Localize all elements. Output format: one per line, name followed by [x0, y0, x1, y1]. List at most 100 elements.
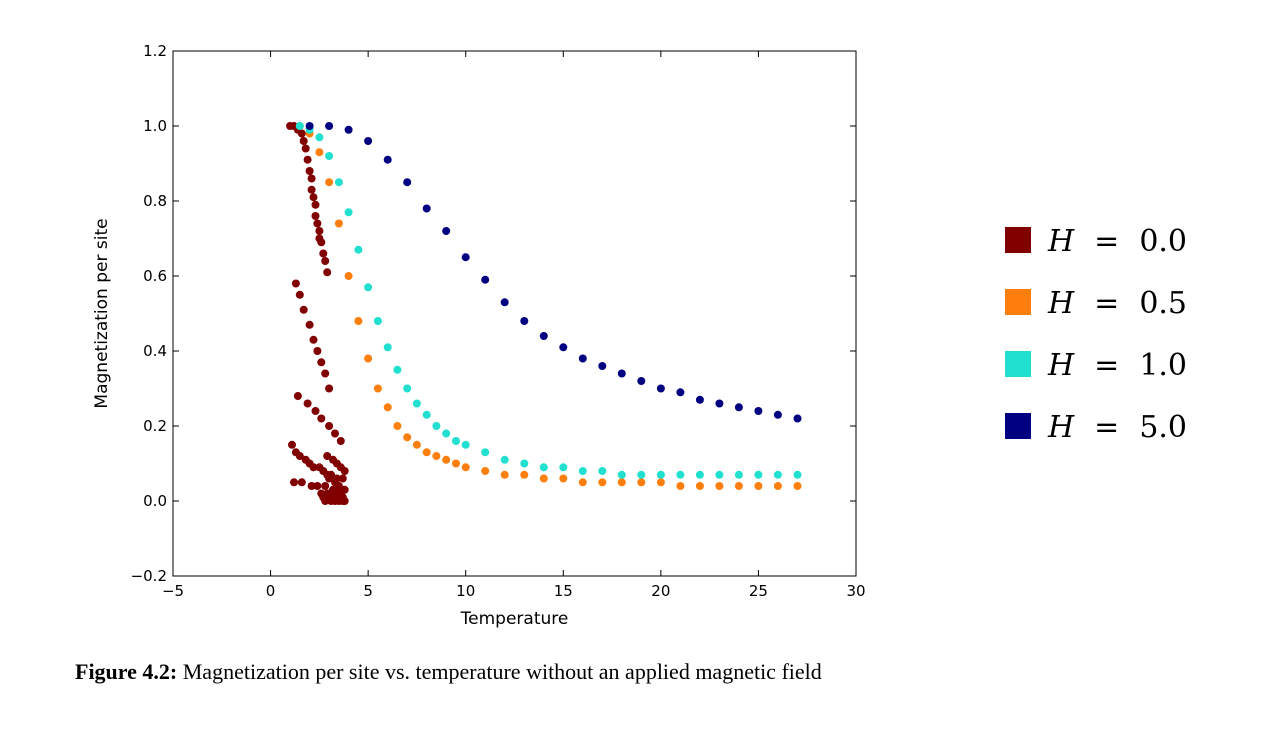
data-point-2-3 [325, 152, 334, 160]
data-point-3-0 [305, 122, 314, 130]
data-point-2-5 [344, 208, 353, 217]
data-point-1-31 [734, 482, 743, 490]
data-point-2-22 [559, 463, 568, 472]
legend-swatch [1005, 227, 1031, 253]
data-point-3-7 [442, 227, 451, 235]
data-point-2-15 [442, 429, 451, 438]
x-axis-ticks: −5 0 5 10 15 20 25 30 [162, 51, 866, 600]
data-point-1-27 [656, 478, 665, 487]
legend-swatch [1005, 289, 1031, 315]
y-tick-label: 1.0 [143, 117, 167, 135]
data-point-0-72 [338, 497, 347, 505]
data-point-1-3 [325, 178, 334, 187]
data-point-0-34 [331, 429, 339, 438]
data-point-0-73 [323, 452, 332, 460]
data-point-0-52 [321, 482, 330, 490]
data-point-2-6 [354, 245, 363, 254]
x-tick-label: 30 [846, 582, 865, 600]
data-point-2-17 [461, 440, 470, 449]
data-point-0-38 [295, 452, 304, 460]
data-point-3-19 [676, 388, 685, 397]
data-point-3-14 [578, 354, 587, 363]
data-point-1-13 [422, 448, 431, 457]
data-point-2-12 [412, 399, 421, 408]
data-point-0-48 [290, 478, 298, 487]
data-point-0-36 [288, 440, 296, 449]
data-point-3-5 [403, 178, 412, 187]
data-point-2-31 [734, 470, 743, 479]
data-point-1-20 [520, 470, 529, 479]
data-point-1-8 [373, 384, 382, 393]
x-tick-label: 0 [266, 582, 276, 600]
data-point-0-5 [301, 144, 310, 153]
data-point-0-31 [311, 407, 320, 415]
x-tick-label: 10 [456, 582, 475, 600]
data-point-1-34 [793, 482, 802, 490]
data-point-2-2 [315, 133, 324, 142]
data-point-0-20 [291, 279, 300, 288]
data-point-0-50 [307, 482, 316, 490]
data-point-3-23 [754, 407, 763, 415]
data-point-3-9 [481, 275, 490, 284]
data-point-0-6 [303, 155, 312, 164]
data-point-0-27 [321, 369, 330, 378]
data-point-3-12 [539, 332, 548, 340]
data-point-0-24 [309, 335, 318, 344]
data-point-3-11 [520, 317, 529, 325]
data-point-3-13 [559, 343, 568, 352]
data-point-1-10 [393, 422, 402, 430]
data-point-2-13 [422, 410, 431, 419]
data-point-2-29 [695, 470, 704, 479]
data-point-0-11 [311, 200, 320, 209]
data-point-3-6 [422, 204, 431, 213]
data-point-0-12 [311, 212, 320, 220]
data-point-1-26 [637, 478, 646, 487]
data-point-1-28 [676, 482, 685, 490]
legend-label: H = 1.0 [1047, 348, 1187, 383]
data-point-2-23 [578, 467, 587, 475]
data-point-3-20 [695, 395, 704, 404]
x-axis-label: Temperature [460, 609, 569, 629]
data-point-1-25 [617, 478, 626, 487]
data-point-2-34 [793, 470, 802, 479]
data-point-0-30 [303, 399, 312, 408]
data-point-1-6 [354, 317, 363, 325]
legend-swatch [1005, 351, 1031, 377]
x-tick-label: 20 [651, 582, 670, 600]
scatter-plot: −5 0 5 10 15 20 25 30 −0.2 0.0 0.2 0.4 0.6 0.8 1.0 1.2… [92, 42, 866, 629]
data-point-1-18 [481, 467, 490, 475]
data-point-1-17 [461, 463, 470, 472]
data-point-1-21 [539, 474, 548, 483]
data-point-0-35 [336, 437, 345, 445]
data-point-1-14 [432, 452, 441, 460]
data-point-2-24 [598, 467, 607, 475]
figure-caption: Figure 4.2: Magnetization per site vs. t… [75, 659, 822, 685]
data-point-0-47 [338, 474, 347, 483]
data-point-3-1 [325, 122, 334, 130]
legend-label: H = 5.0 [1047, 410, 1187, 445]
data-point-0-9 [307, 185, 316, 194]
data-point-0-8 [307, 174, 316, 183]
data-point-3-8 [461, 253, 470, 262]
data-point-2-16 [452, 437, 460, 445]
data-point-1-29 [695, 482, 704, 490]
data-point-3-16 [617, 369, 626, 378]
data-point-2-0 [295, 122, 304, 130]
y-tick-label: 0.0 [143, 492, 167, 510]
y-tick-label: 1.2 [143, 42, 167, 60]
data-point-1-32 [754, 482, 763, 490]
data-point-3-22 [734, 403, 743, 412]
data-point-1-11 [403, 433, 412, 442]
data-point-1-12 [412, 440, 421, 449]
data-point-0-49 [297, 478, 306, 487]
data-point-0-16 [317, 238, 326, 247]
data-point-2-4 [334, 178, 343, 187]
data-point-1-33 [773, 482, 782, 490]
y-axis-ticks: −0.2 0.0 0.2 0.4 0.6 0.8 1.0 1.2 [131, 42, 856, 585]
data-point-3-3 [364, 137, 373, 145]
x-tick-label: 15 [554, 582, 573, 600]
data-point-0-25 [313, 347, 322, 355]
plot-frame [172, 50, 857, 577]
data-point-0-41 [309, 463, 318, 472]
